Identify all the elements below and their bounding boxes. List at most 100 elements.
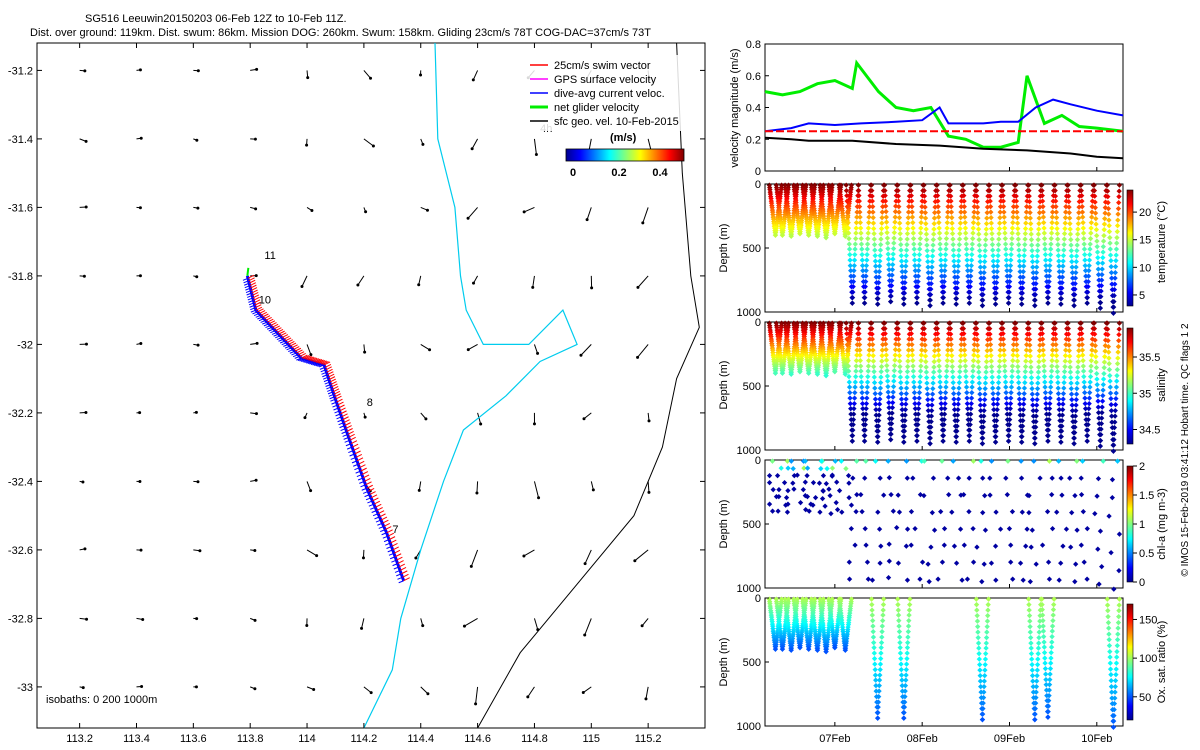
dac-vector <box>393 566 400 570</box>
oxy-colorbar <box>1126 603 1134 721</box>
geostrophic-arrow <box>467 207 478 219</box>
temp-sample: ◆ <box>821 215 827 222</box>
oxygen-ylabel: Depth (m) <box>718 638 730 687</box>
chl-sample: ◆ <box>830 472 836 479</box>
temp-sample: ◆ <box>848 184 854 191</box>
temp-sample: ◆ <box>767 184 773 191</box>
chl-sample: ◆ <box>891 508 897 515</box>
swim-vector <box>258 310 266 315</box>
temp-sample: ◆ <box>767 187 773 194</box>
temp-sample: ◆ <box>774 218 780 225</box>
temp-sample: ◆ <box>777 198 783 205</box>
chl-sample: ◆ <box>852 542 858 549</box>
temp-sample: ◆ <box>823 232 829 239</box>
oxy-colorbar-tick-label: 50 <box>1139 692 1151 704</box>
temp-sample: ◆ <box>820 206 826 213</box>
map-x-tick-label: 115 <box>583 733 601 745</box>
temp-sample: ◆ <box>818 208 824 215</box>
dac-vector <box>312 362 318 366</box>
temp-sample: ◆ <box>816 226 822 233</box>
temp-sample: ◆ <box>828 197 834 204</box>
geostrophic-arrow <box>363 70 371 79</box>
velocity-series-line <box>764 136 1124 160</box>
temp-sample: ◆ <box>785 203 791 210</box>
chl-sample: ◆ <box>922 458 928 465</box>
temp-sample: ◆ <box>829 184 835 191</box>
chl-sample: ◆ <box>1067 475 1073 482</box>
geostrophic-arrow-head <box>475 491 479 495</box>
swim-vector <box>372 497 379 502</box>
chl-sample: ◆ <box>909 508 915 515</box>
map-y-tick-label: -31.6 <box>8 202 33 214</box>
temp-sample: ◆ <box>768 196 774 203</box>
geostrophic-arrow-head <box>315 554 319 558</box>
temp-sample: ◆ <box>794 206 800 213</box>
dac-vector <box>330 398 336 402</box>
swim-vector <box>393 549 401 554</box>
geostrophic-arrow-head <box>253 137 257 141</box>
chl-sample: ◆ <box>1029 544 1035 551</box>
temp-sample: ◆ <box>779 227 785 234</box>
chl-sample: ◆ <box>974 544 980 551</box>
chl-colorbar-tick-label: 0 <box>1139 577 1145 589</box>
sal-sample: ◆ <box>1045 438 1051 445</box>
chl-sample: ◆ <box>839 458 845 465</box>
swim-vector <box>314 358 321 363</box>
chl-sample: ◆ <box>875 509 881 516</box>
temp-sample: ◆ <box>778 214 784 221</box>
dac-vector <box>336 416 342 420</box>
temp-sample: ◆ <box>774 189 780 196</box>
chl-sample: ◆ <box>1005 492 1011 499</box>
temp-sample: ◆ <box>797 228 803 235</box>
temp-sample: ◆ <box>784 198 790 205</box>
geostrophic-arrow-head <box>591 488 595 492</box>
chl-sample: ◆ <box>803 458 809 465</box>
map-colorbar-tick: 0 <box>570 167 576 179</box>
dac-vector <box>302 359 309 363</box>
temp-sample: ◆ <box>777 211 783 218</box>
dac-vector <box>244 285 250 289</box>
geostrophic-arrow <box>637 344 649 358</box>
chl-sample: ◆ <box>1110 495 1116 502</box>
temp-sample: ◆ <box>802 196 808 203</box>
chl-sample: ◆ <box>987 475 993 482</box>
chl-sample: ◆ <box>928 544 934 551</box>
chl-sample: ◆ <box>888 491 894 498</box>
chl-sample: ◆ <box>952 543 958 550</box>
temp-sample: ◆ <box>847 196 853 203</box>
swim-vector <box>332 388 340 393</box>
chl-sample: ◆ <box>1046 559 1052 566</box>
geostrophic-arrow-head <box>195 617 199 621</box>
chl-sample: ◆ <box>970 525 976 532</box>
geostrophic-arrow-head <box>471 78 475 82</box>
dac-vector <box>345 443 352 447</box>
temp-sample: ◆ <box>792 189 798 196</box>
temp-sample: ◆ <box>794 187 800 194</box>
chl-sample: ◆ <box>778 465 784 472</box>
dac-vector <box>314 363 320 366</box>
map-x-tick-label: 114.4 <box>407 733 434 745</box>
time-x-tick-label: 08Feb <box>907 733 938 745</box>
swim-vector <box>281 334 289 338</box>
temp-sample: ◆ <box>786 212 792 219</box>
temp-sample: ◆ <box>788 233 794 240</box>
temp-sample: ◆ <box>811 205 817 212</box>
temp-sample: ◆ <box>834 220 840 227</box>
geostrophic-arrow <box>584 618 592 636</box>
dac-vector <box>323 379 330 383</box>
dac-vector <box>327 391 334 395</box>
dac-vector <box>245 290 252 294</box>
temp-sample: ◆ <box>801 191 807 198</box>
temp-sample: ◆ <box>829 189 835 196</box>
temp-sample: ◆ <box>832 226 838 233</box>
chl-sample: ◆ <box>1099 563 1105 570</box>
oxy-sample: ◆ <box>823 648 829 655</box>
temp-sample: ◆ <box>783 184 789 191</box>
chl-sample: ◆ <box>904 458 910 465</box>
temp-sample: ◆ <box>836 202 842 209</box>
dac-vector <box>294 355 300 359</box>
swim-vector <box>349 436 356 441</box>
dac-vector <box>382 535 389 539</box>
dac-vector <box>284 345 291 349</box>
chl-sample: ◆ <box>828 510 834 517</box>
